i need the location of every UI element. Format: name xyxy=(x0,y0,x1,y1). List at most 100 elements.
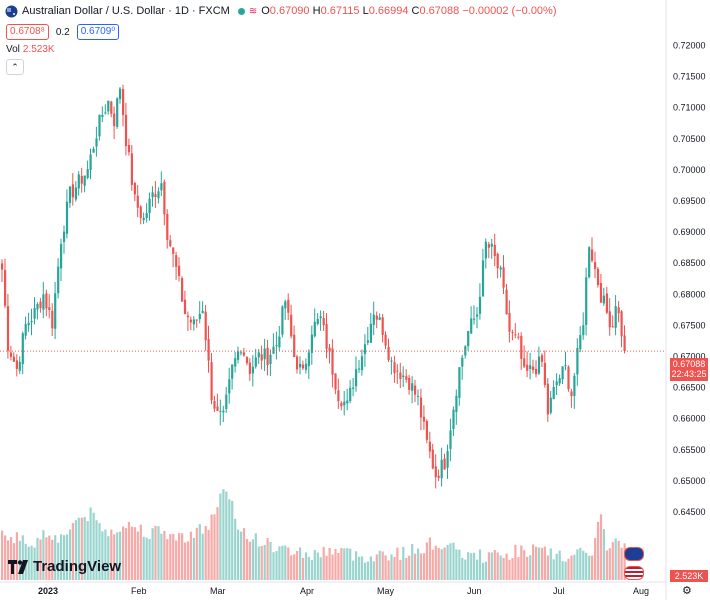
volume-bar xyxy=(363,562,367,580)
volume-bar xyxy=(183,542,187,580)
volume-bar xyxy=(449,543,452,580)
candle xyxy=(275,331,278,360)
volume-bar xyxy=(414,553,417,580)
volume-bar xyxy=(552,559,555,580)
settings-gear-icon[interactable]: ⚙ xyxy=(682,585,692,597)
candle xyxy=(349,380,352,404)
candle-body xyxy=(228,379,231,394)
candle-body xyxy=(611,326,614,328)
candle xyxy=(319,310,322,331)
volume-bar xyxy=(582,550,585,580)
candle-body xyxy=(484,241,487,259)
volume-bar xyxy=(95,520,98,580)
candle-body xyxy=(605,293,608,313)
candle-body xyxy=(594,262,597,269)
price-tick-label: 0.64500 xyxy=(673,507,706,517)
price-axis[interactable]: 0.72000 0.71500 0.71000 0.70500 0.70000 0.695… xyxy=(673,41,706,518)
candle xyxy=(369,313,372,343)
volume-bar xyxy=(80,517,83,580)
volume-bar xyxy=(458,549,461,580)
candle-body xyxy=(588,247,591,278)
volume-bar xyxy=(452,542,455,580)
volume-bar xyxy=(42,530,45,580)
candle-body xyxy=(222,410,225,413)
candle-body xyxy=(313,321,316,337)
volume-bar xyxy=(346,548,349,580)
volume-bar xyxy=(151,528,154,580)
candle xyxy=(419,388,423,431)
time-tick-label: Apr xyxy=(300,586,314,596)
candle-body xyxy=(257,352,260,358)
volume-bar xyxy=(242,528,246,580)
candle xyxy=(195,319,198,328)
candle xyxy=(313,308,316,338)
candle-body xyxy=(322,318,325,326)
time-axis[interactable]: 2023 Feb Mar Apr May Jun Jul Aug xyxy=(38,586,649,596)
candle xyxy=(517,332,520,340)
volume-bar xyxy=(293,554,296,580)
candle-body xyxy=(48,307,51,310)
candle-body xyxy=(92,148,95,153)
candle-body xyxy=(74,187,77,200)
volume-bar xyxy=(428,537,431,580)
candle xyxy=(39,297,42,313)
candle xyxy=(57,258,60,299)
candle-body xyxy=(151,192,154,198)
volume-bar xyxy=(355,551,358,580)
price-tick-label: 0.69500 xyxy=(673,196,706,206)
volume-bar xyxy=(272,552,275,580)
candle-body xyxy=(6,306,10,351)
candle-body xyxy=(425,421,428,440)
candle xyxy=(95,126,98,157)
candle xyxy=(178,257,181,282)
candle xyxy=(422,405,426,430)
tradingview-logo[interactable]: TradingView xyxy=(8,558,121,575)
volume-bar xyxy=(116,532,119,580)
volume-bar xyxy=(30,545,33,580)
volume-bar xyxy=(110,529,113,580)
collapse-legend-button[interactable]: ⌃ xyxy=(6,59,24,75)
candle xyxy=(478,283,482,320)
sell-button[interactable]: 0.6708⁸ xyxy=(6,24,49,40)
candle xyxy=(588,246,591,279)
candle-body xyxy=(328,347,331,351)
candle xyxy=(467,330,470,351)
candle-body xyxy=(585,277,588,325)
volume-bar xyxy=(478,549,482,580)
candle xyxy=(343,390,346,416)
time-tick-label: Jun xyxy=(467,586,482,596)
candle-body xyxy=(130,153,133,185)
candle xyxy=(363,334,367,367)
candle-body xyxy=(42,294,45,310)
volume-bar xyxy=(425,542,428,580)
candle xyxy=(425,419,428,444)
candle xyxy=(564,351,567,371)
volume-bar xyxy=(558,550,561,580)
candle-body xyxy=(352,387,355,389)
symbol-title[interactable]: Australian Dollar / U.S. Dollar · 1D · F… xyxy=(22,5,230,17)
candle-body xyxy=(358,368,361,370)
candle-body xyxy=(80,175,83,184)
candle-body xyxy=(537,356,541,374)
volume-bar xyxy=(136,531,139,580)
candle-body xyxy=(278,336,281,348)
candle xyxy=(408,374,411,395)
candle-body xyxy=(431,449,434,469)
volume-bar xyxy=(83,517,86,580)
candle xyxy=(169,235,172,248)
candle xyxy=(228,367,231,404)
candle xyxy=(9,345,13,361)
candle-body xyxy=(142,217,145,221)
candle-body xyxy=(293,334,296,358)
candle xyxy=(437,469,440,482)
volume-bar xyxy=(263,544,266,580)
buy-button[interactable]: 0.6709⁰ xyxy=(76,24,120,40)
candle-body xyxy=(535,368,538,375)
candle xyxy=(60,238,63,281)
volume-bar xyxy=(304,552,308,580)
candle xyxy=(558,374,561,386)
volume-bar xyxy=(340,548,343,580)
volume-bar xyxy=(284,545,287,580)
volume-bar xyxy=(77,517,80,580)
